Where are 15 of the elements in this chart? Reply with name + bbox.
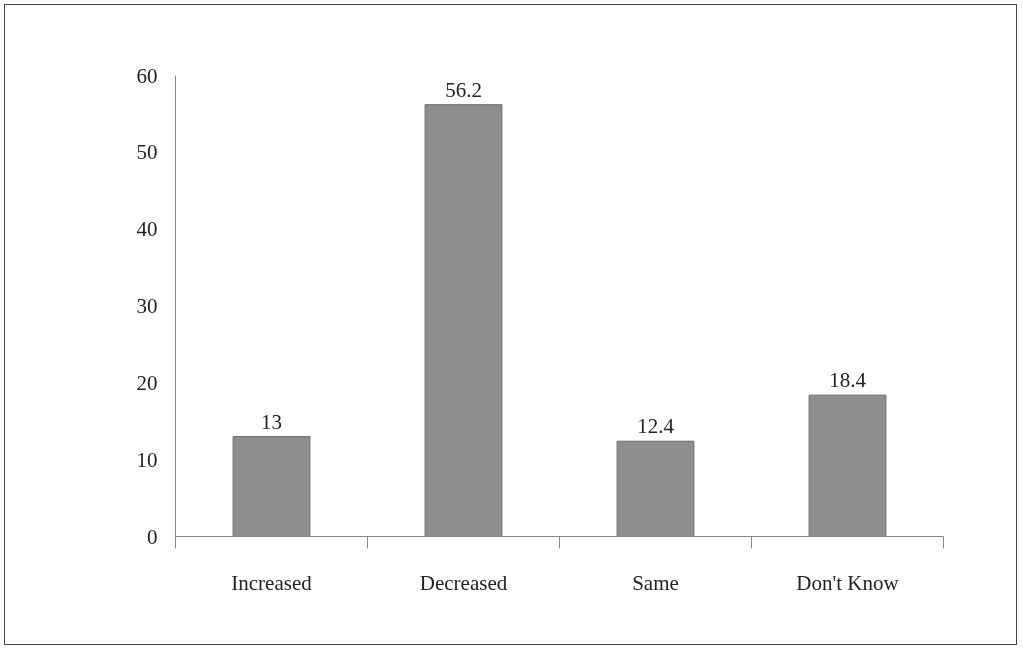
y-tick-label: 10 (136, 447, 158, 472)
y-tick-label: 50 (136, 140, 158, 165)
data-label: 56.2 (445, 77, 482, 102)
x-tick-label: Don't Know (796, 570, 900, 595)
data-label: 12.4 (637, 414, 675, 439)
y-tick-label: 20 (136, 370, 158, 395)
y-tick-label: 0 (147, 524, 158, 549)
data-label: 18.4 (829, 368, 867, 393)
data-label: 13 (261, 409, 282, 434)
x-tick-label: Same (632, 570, 679, 595)
y-tick-label: 30 (136, 294, 158, 318)
y-tick-label: 60 (136, 63, 158, 88)
x-tick-label: Decreased (419, 570, 508, 595)
y-tick-label: 40 (136, 217, 158, 242)
x-tick-label: Increased (231, 570, 313, 595)
